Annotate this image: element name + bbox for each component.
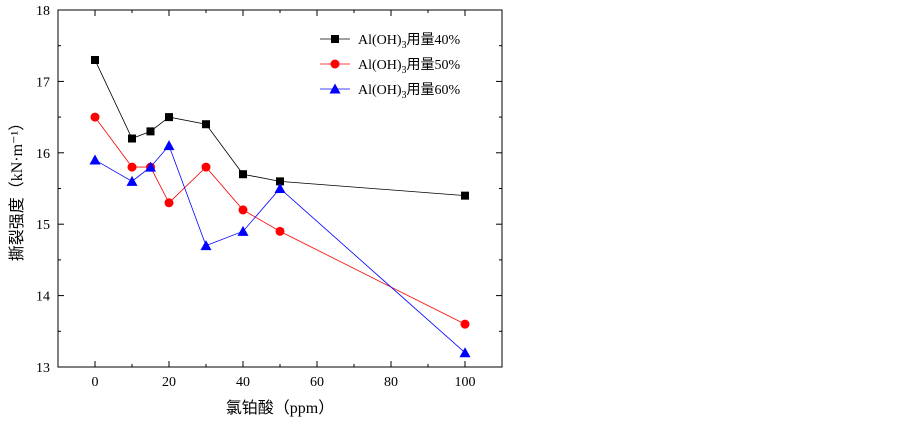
series-line — [94, 144, 466, 354]
data-point — [164, 198, 174, 208]
data-point — [274, 183, 286, 193]
legend: Al(OH)3用量40%Al(OH)3用量50%Al(OH)3用量60% — [320, 32, 461, 101]
series-line — [94, 116, 466, 325]
data-point — [238, 205, 248, 215]
x-tick-label: 20 — [162, 375, 176, 390]
y-tick-label: 16 — [36, 147, 50, 162]
data-point — [275, 226, 285, 236]
legend-label-prefix: Al(OH) — [358, 83, 402, 98]
legend-item-1: Al(OH)3用量40% — [320, 32, 461, 51]
x-tick-label: 40 — [236, 375, 250, 390]
legend-marker — [331, 35, 339, 43]
legend-label-subscript: 3 — [402, 40, 407, 51]
y-tick-label: 15 — [36, 218, 50, 233]
data-point — [165, 113, 173, 122]
legend-marker — [329, 83, 341, 94]
y-axis-ticks: 13 14 15 16 17 18 — [36, 4, 502, 376]
legend-label-suffix: 用量40% — [407, 32, 461, 48]
data-point — [163, 140, 175, 151]
data-point — [461, 191, 469, 200]
data-point — [200, 240, 212, 251]
x-tick-label: 80 — [384, 375, 398, 390]
data-point — [89, 154, 101, 165]
legend-label-prefix: Al(OH) — [358, 33, 402, 48]
legend-label-subscript: 3 — [402, 65, 407, 76]
y-tick-label: 18 — [36, 4, 50, 19]
y-tick-label: 14 — [36, 290, 50, 305]
data-point — [202, 120, 210, 129]
legend-label-suffix: 用量60% — [407, 82, 461, 98]
data-point — [128, 134, 136, 143]
data-point — [145, 161, 156, 172]
series-2 — [90, 112, 470, 329]
y-tick-label: 13 — [36, 361, 50, 376]
y-axis-title: 撕裂强度（kN·m⁻¹） — [8, 115, 26, 262]
legend-label: Al(OH)3用量40% — [358, 32, 461, 51]
x-axis-title: 氯铂酸（ppm） — [226, 399, 334, 417]
data-point — [146, 127, 155, 136]
series-layer — [89, 55, 471, 358]
series-1 — [91, 55, 469, 200]
data-point — [126, 175, 138, 186]
data-point — [276, 177, 284, 186]
data-point — [239, 170, 247, 179]
y-tick-label: 17 — [36, 75, 50, 90]
x-tick-label: 60 — [310, 375, 324, 390]
data-point — [91, 55, 99, 64]
legend-label: Al(OH)3用量50% — [358, 57, 461, 76]
x-axis-ticks: 0 20 40 60 80 100 — [57, 10, 503, 390]
x-tick-label: 0 — [92, 375, 99, 390]
legend-item-2: Al(OH)3用量50% — [320, 57, 461, 76]
x-tick-label: 100 — [455, 375, 476, 390]
series-3 — [89, 140, 471, 358]
legend-label: Al(OH)3用量60% — [358, 82, 461, 101]
data-point — [459, 347, 471, 358]
legend-marker — [330, 59, 340, 69]
legend-item-3: Al(OH)3用量60% — [320, 82, 461, 101]
legend-label-prefix: Al(OH) — [358, 58, 402, 73]
data-point — [201, 162, 211, 172]
data-point — [460, 319, 470, 329]
data-point — [237, 225, 249, 236]
data-point — [90, 112, 100, 122]
data-point — [127, 162, 137, 172]
legend-label-subscript: 3 — [402, 90, 407, 101]
legend-label-suffix: 用量50% — [407, 57, 461, 73]
